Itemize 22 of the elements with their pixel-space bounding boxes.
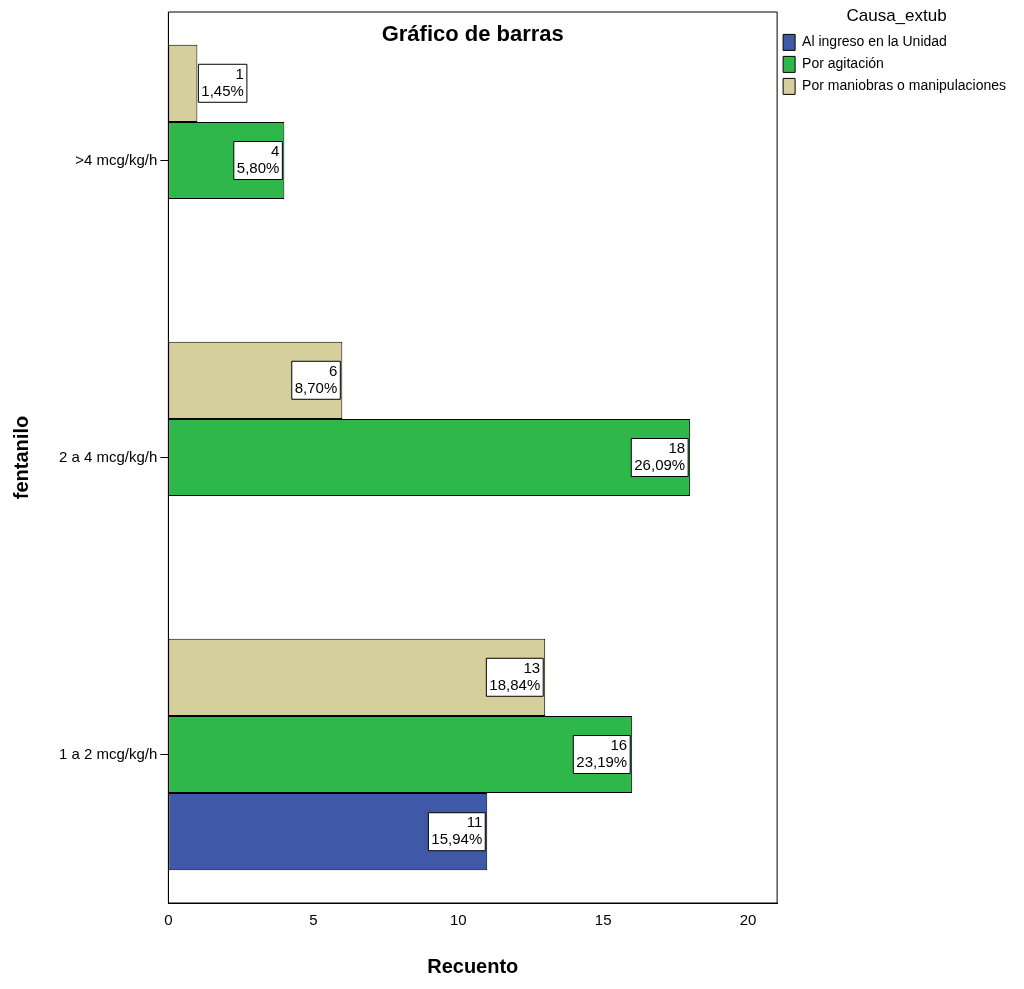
- legend-label: Por maniobras o manipulaciones: [802, 77, 1006, 94]
- y-axis-title: fentanilo: [9, 415, 32, 500]
- x-tick-label: 10: [449, 911, 467, 929]
- data-label: 16 23,19%: [576, 736, 628, 771]
- data-label: 13 18,84%: [489, 658, 541, 693]
- legend-label: Por agitación: [802, 55, 884, 72]
- data-label: 18 26,09%: [634, 439, 686, 474]
- y-tick-label: >4 mcg/kg/h: [75, 150, 158, 168]
- x-tick-label: 0: [164, 911, 173, 929]
- data-label: 4 5,80%: [236, 142, 280, 177]
- data-label: 6 8,70%: [294, 361, 338, 396]
- x-tick-label: 15: [594, 911, 612, 929]
- y-tick-label: 1 a 2 mcg/kg/h: [59, 744, 158, 762]
- x-tick-label: 5: [309, 911, 318, 929]
- chart-title: Gráfico de barras: [381, 21, 564, 47]
- y-tick-label: 2 a 4 mcg/kg/h: [59, 447, 158, 465]
- data-label: 11 15,94%: [431, 813, 483, 848]
- legend-title: Causa_extub: [846, 6, 947, 26]
- data-label: 1 1,45%: [201, 64, 244, 99]
- legend-label: Al ingreso en la Unidad: [802, 33, 947, 50]
- x-axis-title: Recuento: [427, 954, 519, 977]
- x-tick-label: 20: [739, 911, 757, 929]
